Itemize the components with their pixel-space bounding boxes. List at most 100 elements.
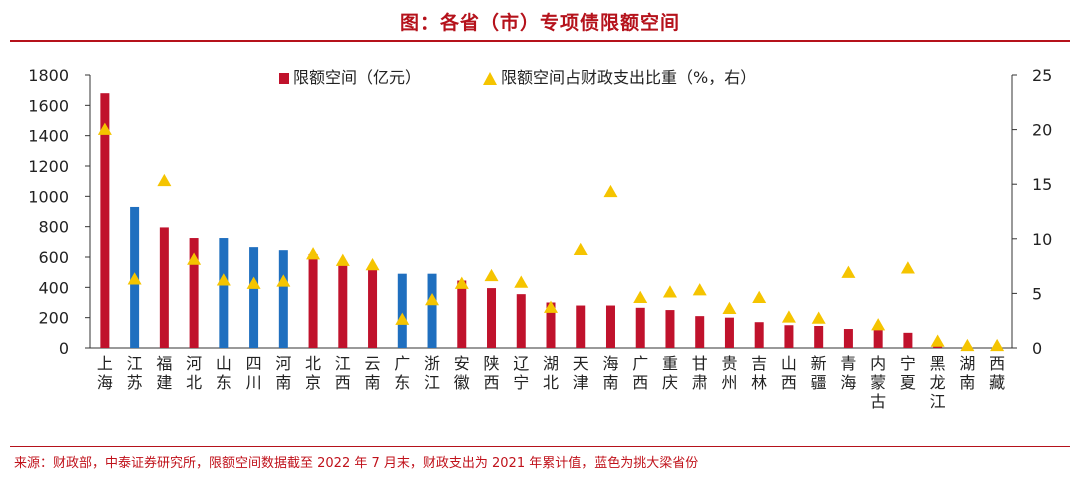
title-bar: 图：各省（市）专项债限额空间 [0, 0, 1080, 42]
right-tick-label: 10 [1032, 230, 1052, 249]
ratio-marker-黑龙江 [930, 334, 945, 347]
category-label: 江西 [335, 354, 351, 392]
left-tick-label: 1400 [28, 127, 69, 146]
ratio-marker-浙江 [425, 292, 440, 306]
right-tick-label: 25 [1032, 66, 1052, 85]
ratio-marker-安徽 [454, 276, 469, 289]
bar-新疆 [814, 326, 824, 348]
category-label: 湖南 [959, 354, 975, 392]
category-label: 上海 [97, 354, 113, 392]
left-tick-label: 200 [38, 309, 69, 328]
right-tick-label: 5 [1032, 284, 1042, 303]
title-divider [10, 40, 1070, 42]
right-tick-label: 20 [1032, 121, 1052, 140]
ratio-marker-陕西 [484, 268, 499, 282]
bar-陕西 [487, 288, 497, 348]
bar-宁夏 [903, 332, 913, 348]
category-label: 云南 [365, 354, 381, 392]
legend-swatch-marker [483, 72, 497, 85]
legend-label-marker: 限额空间占财政支出比重（%，右） [501, 68, 756, 87]
ratio-marker-河南 [276, 274, 291, 287]
category-label: 天津 [573, 354, 589, 392]
bar-河北 [189, 238, 199, 348]
ratio-marker-西藏 [990, 338, 1005, 352]
ratio-marker-山西 [781, 310, 796, 323]
bar-海南 [605, 305, 615, 348]
bar-广西 [635, 307, 645, 348]
left-tick-label: 1800 [28, 66, 69, 85]
category-label: 四川 [246, 354, 262, 392]
bar-辽宁 [516, 294, 526, 348]
bar-青海 [843, 329, 853, 348]
bar-北京 [308, 253, 318, 348]
category-label: 河北 [186, 354, 202, 392]
bar-云南 [368, 269, 378, 348]
category-label: 内蒙古 [870, 354, 886, 411]
category-label: 青海 [840, 354, 856, 392]
ratio-marker-辽宁 [514, 275, 529, 288]
bar-天津 [576, 305, 586, 348]
category-label: 山东 [216, 354, 232, 392]
bar-浙江 [427, 273, 437, 348]
figure-title: 图：各省（市）专项债限额空间 [399, 12, 680, 34]
ratio-marker-北京 [306, 247, 321, 260]
category-label: 吉林 [751, 354, 767, 392]
left-tick-label: 0 [59, 339, 69, 358]
bar-江西 [338, 264, 348, 348]
category-label: 海南 [602, 354, 618, 392]
category-label: 河南 [275, 354, 291, 392]
ratio-marker-重庆 [662, 285, 677, 298]
category-label: 辽宁 [513, 354, 529, 392]
bar-福建 [159, 227, 169, 348]
ratio-marker-河北 [187, 252, 202, 265]
right-tick-label: 15 [1032, 175, 1052, 194]
chart: 0 200 400 600 800 1000 1200 1400 1600 1800 0 5 10 15 2… [28, 66, 1052, 411]
left-tick-label: 1600 [28, 96, 69, 115]
category-label: 山西 [781, 354, 797, 392]
category-label: 黑龙江 [930, 354, 946, 411]
left-tick-label: 1000 [28, 187, 69, 206]
bar-湖北 [546, 302, 556, 348]
source-note: 来源：财政部，中泰证券研究所，限额空间数据截至 2022 年 7 月末，财政支出… [14, 456, 699, 471]
ratio-marker-湖北 [544, 300, 558, 313]
bar-吉林 [754, 322, 764, 348]
category-label: 贵州 [721, 354, 737, 392]
category-label: 新疆 [811, 354, 827, 392]
bar-山东 [219, 238, 229, 348]
bar-四川 [249, 247, 259, 348]
left-tick-label: 1200 [28, 157, 69, 176]
bar-河南 [278, 250, 288, 348]
legend-swatch-bar [279, 73, 289, 84]
bar-广东 [397, 273, 407, 348]
ratio-marker-新疆 [811, 311, 826, 324]
category-label: 甘肃 [692, 354, 708, 392]
ratio-marker-云南 [365, 258, 380, 271]
ratio-marker-上海 [97, 122, 112, 135]
bar-上海 [100, 93, 110, 348]
ratio-marker-吉林 [752, 290, 767, 304]
ratio-marker-四川 [246, 276, 261, 289]
left-tick-label: 600 [38, 248, 69, 267]
ratio-marker-贵州 [722, 301, 737, 314]
bar-山西 [784, 325, 794, 348]
ratio-marker-海南 [603, 184, 618, 198]
category-label: 湖北 [543, 354, 559, 392]
ratio-marker-广东 [395, 312, 410, 325]
category-label: 陕西 [484, 354, 500, 392]
ratio-marker-江苏 [127, 272, 142, 285]
ratio-marker-广西 [633, 290, 648, 304]
bar-贵州 [724, 317, 734, 348]
category-label: 北京 [305, 354, 321, 392]
category-label: 西藏 [989, 354, 1005, 392]
category-label: 广西 [632, 354, 648, 392]
bar-安徽 [457, 280, 467, 348]
category-label: 宁夏 [900, 354, 916, 392]
left-tick-label: 800 [38, 218, 69, 237]
category-label: 重庆 [662, 354, 678, 392]
category-label: 安徽 [454, 354, 470, 392]
bar-黑龙江 [933, 345, 943, 348]
right-tick-label: 0 [1032, 339, 1042, 358]
ratio-marker-青海 [841, 265, 856, 278]
ratio-marker-江西 [335, 253, 350, 266]
